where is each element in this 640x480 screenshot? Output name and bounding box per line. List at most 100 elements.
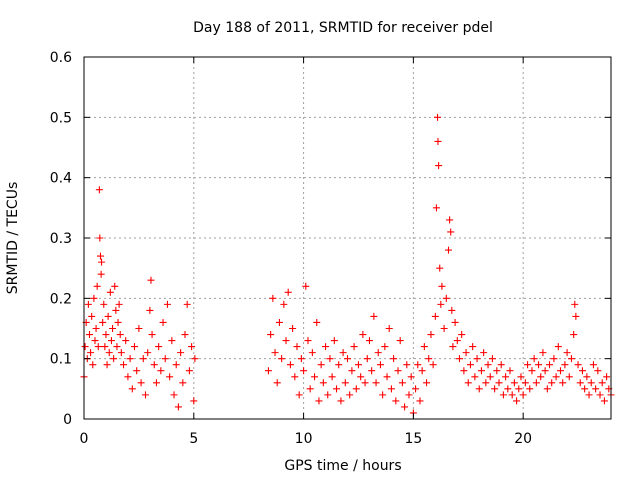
data-point-marker	[570, 331, 578, 339]
data-point-marker	[278, 355, 286, 363]
data-point-marker	[135, 325, 143, 332]
x-tick-label: 10	[295, 431, 313, 447]
data-point-marker	[574, 361, 582, 369]
data-point-marker	[383, 373, 391, 381]
data-point-marker	[429, 361, 437, 369]
data-point-marker	[271, 349, 279, 357]
data-point-marker	[174, 403, 182, 411]
data-point-marker	[177, 349, 185, 357]
chart-title: Day 188 of 2011, SRMTID for receiver pde…	[193, 20, 493, 36]
data-point-marker	[106, 288, 114, 296]
data-point-marker	[432, 204, 440, 212]
data-point-marker	[446, 216, 454, 224]
data-point-marker	[455, 355, 463, 363]
y-tick-label: 0.4	[50, 171, 72, 187]
data-point-marker	[264, 367, 272, 375]
data-point-marker	[594, 367, 602, 375]
y-tick-label: 0.1	[50, 352, 72, 368]
data-point-marker	[407, 373, 415, 381]
data-point-marker	[328, 373, 336, 381]
data-point-marker	[567, 355, 575, 363]
data-point-marker	[513, 397, 521, 405]
data-point-marker	[418, 367, 426, 375]
data-point-marker	[115, 300, 123, 308]
data-point-marker	[330, 337, 338, 345]
data-point-marker	[357, 373, 365, 381]
data-point-marker	[510, 379, 518, 387]
data-point-marker	[434, 113, 442, 121]
data-point-marker	[543, 385, 551, 393]
data-point-marker	[89, 361, 97, 369]
data-point-marker	[552, 373, 560, 381]
data-point-marker	[436, 264, 444, 272]
data-point-marker	[379, 391, 387, 399]
data-point-marker	[368, 367, 376, 375]
data-point-marker	[117, 349, 125, 357]
data-point-marker	[385, 325, 393, 332]
data-point-marker	[319, 379, 327, 387]
data-point-marker	[289, 325, 297, 332]
data-point-marker	[460, 367, 468, 375]
data-point-marker	[181, 331, 189, 339]
data-point-marker	[585, 391, 593, 399]
data-point-marker	[133, 367, 141, 375]
data-point-marker	[603, 373, 611, 381]
data-point-marker	[163, 300, 171, 308]
data-point-marker	[572, 312, 580, 320]
y-tick-label: 0	[63, 412, 72, 428]
data-point-marker	[304, 337, 312, 345]
data-point-marker	[458, 331, 466, 339]
data-point-marker	[344, 355, 351, 363]
data-point-marker	[526, 385, 534, 393]
data-point-marker	[311, 373, 319, 381]
data-point-marker	[600, 397, 608, 405]
data-point-marker	[333, 385, 341, 393]
data-point-marker	[85, 331, 93, 339]
data-point-marker	[497, 361, 505, 369]
data-point-marker	[442, 294, 450, 302]
data-point-marker	[341, 379, 349, 387]
data-point-marker	[554, 343, 562, 351]
data-point-marker	[170, 391, 178, 399]
data-point-marker	[370, 312, 378, 320]
data-point-marker	[361, 379, 369, 387]
data-point-marker	[423, 379, 431, 387]
data-point-marker	[96, 234, 104, 242]
data-point-marker	[464, 379, 472, 387]
data-point-marker	[398, 379, 406, 387]
data-point-marker	[486, 373, 494, 381]
data-point-marker	[396, 337, 404, 345]
data-point-marker	[493, 367, 501, 375]
data-point-marker	[473, 355, 481, 363]
data-point-marker	[499, 391, 507, 399]
data-point-marker	[576, 379, 584, 387]
data-point-marker	[126, 355, 134, 363]
data-point-marker	[94, 343, 102, 351]
data-point-marker	[87, 349, 95, 357]
data-point-marker	[275, 318, 283, 326]
data-point-marker	[148, 331, 156, 339]
x-tick-labels: 0 5 10 15 20	[80, 431, 533, 447]
data-point-marker	[521, 379, 529, 387]
data-point-marker	[403, 361, 411, 369]
data-point-marker	[416, 397, 424, 405]
data-point-marker	[102, 331, 110, 339]
data-point-marker	[109, 325, 117, 332]
data-point-marker	[168, 337, 176, 345]
data-point-marker	[546, 361, 554, 369]
data-point-marker	[524, 361, 532, 369]
data-point-marker	[280, 300, 288, 308]
data-point-marker	[596, 391, 604, 399]
data-point-marker	[578, 367, 586, 375]
data-point-marker	[166, 373, 174, 381]
data-point-marker	[157, 367, 165, 375]
data-point-marker	[337, 397, 345, 405]
data-point-marker	[348, 367, 356, 375]
data-point-marker	[116, 331, 124, 339]
data-point-marker	[466, 361, 474, 369]
data-point-marker	[390, 355, 398, 363]
data-point-marker	[354, 361, 362, 369]
data-point-marker	[120, 361, 128, 369]
data-point-marker	[107, 337, 115, 345]
data-point-marker	[453, 337, 461, 345]
